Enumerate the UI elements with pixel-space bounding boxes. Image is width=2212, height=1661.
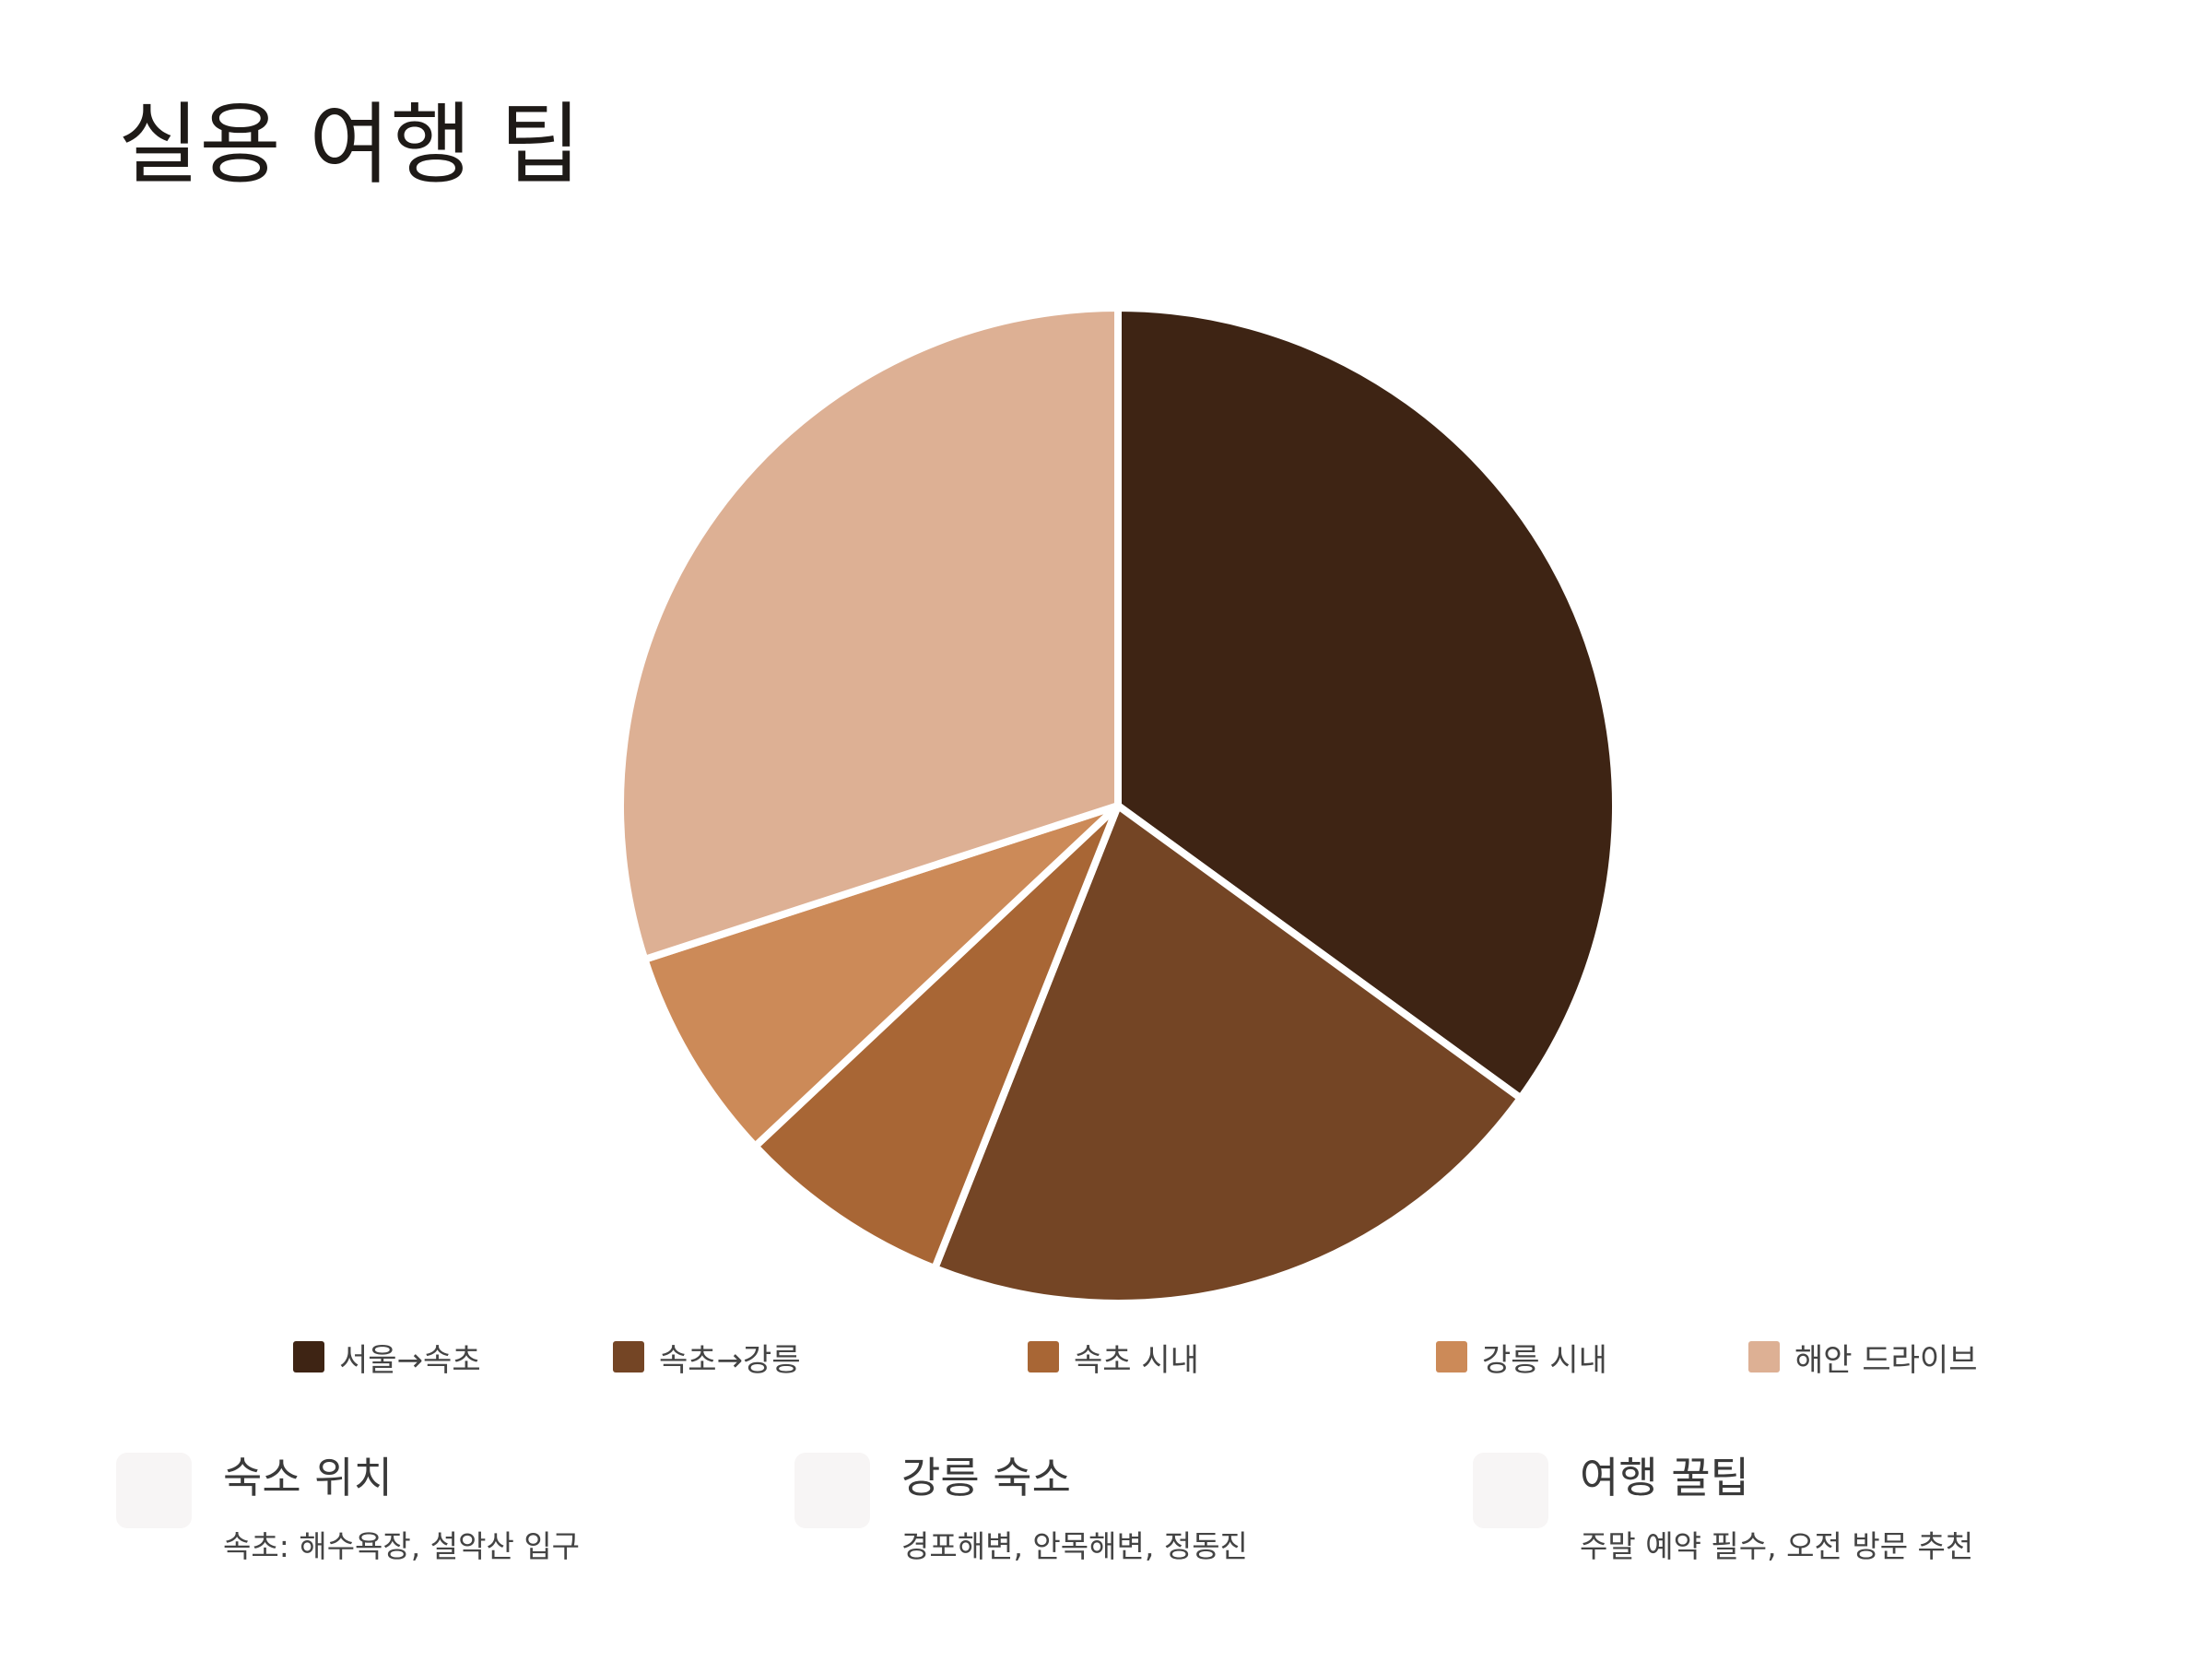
placeholder-icon (794, 1453, 870, 1528)
pie-slice-4 (641, 802, 1122, 1150)
legend-item: 속초→강릉 (613, 1329, 801, 1384)
chart-legend: 서울→속초 속초→강릉 속초 시내 강릉 시내 해안 드라이브 (0, 1329, 2212, 1384)
pie-chart (617, 304, 1619, 1307)
page-title: 실용 여행 팁 (118, 93, 582, 196)
legend-swatch (613, 1341, 644, 1372)
pie-slice-3 (751, 802, 1122, 1273)
legend-label: 해안 드라이브 (1794, 1341, 1978, 1379)
legend-label: 강릉 시내 (1482, 1341, 1607, 1379)
legend-label: 속초→강릉 (659, 1341, 801, 1379)
legend-item: 강릉 시내 (1436, 1329, 1607, 1384)
card-description: 속초: 해수욕장, 설악산 입구 (223, 1528, 581, 1564)
placeholder-icon (1473, 1453, 1548, 1528)
pie-slice-5 (617, 304, 1122, 963)
legend-item: 해안 드라이브 (1748, 1329, 1978, 1384)
info-card-accommodation-location: 숙소 위치 속초: 해수욕장, 설악산 입구 (116, 1445, 761, 1584)
card-description: 경포해변, 안목해변, 정동진 (901, 1528, 1248, 1564)
legend-swatch (1748, 1341, 1780, 1372)
legend-item: 서울→속초 (293, 1329, 481, 1384)
card-title: 숙소 위치 (223, 1453, 393, 1502)
legend-label: 서울→속초 (339, 1341, 481, 1379)
legend-swatch (1436, 1341, 1467, 1372)
pie-slice-2 (931, 802, 1524, 1307)
info-card-travel-tips: 여행 꿀팁 주말 예약 필수, 오전 방문 추천 (1473, 1445, 2118, 1584)
card-description: 주말 예약 필수, 오전 방문 추천 (1580, 1528, 1974, 1564)
legend-item: 속초 시내 (1028, 1329, 1199, 1384)
info-card-gangneung-accommodation: 강릉 숙소 경포해변, 안목해변, 정동진 (794, 1445, 1440, 1584)
card-title: 여행 꿀팁 (1580, 1453, 1749, 1502)
card-title: 강릉 숙소 (901, 1453, 1071, 1502)
pie-slice-1 (1114, 304, 1619, 1102)
legend-swatch (293, 1341, 324, 1372)
legend-label: 속초 시내 (1074, 1341, 1199, 1379)
legend-swatch (1028, 1341, 1059, 1372)
placeholder-icon (116, 1453, 192, 1528)
